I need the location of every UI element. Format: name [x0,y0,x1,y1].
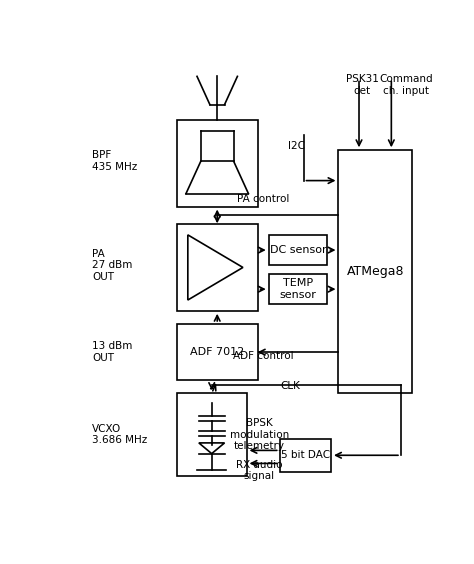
Text: BPF
435 MHz: BPF 435 MHz [92,150,137,172]
Text: I2C: I2C [288,141,305,151]
Bar [269,235,328,265]
Bar [269,274,328,305]
Text: BPSK
modulation
telemetry: BPSK modulation telemetry [230,418,289,451]
Bar [280,439,331,472]
Text: Command
ch. input: Command ch. input [380,74,433,96]
Text: PA control: PA control [237,195,289,205]
Bar [177,394,246,476]
Bar [338,150,412,394]
Text: RX audio
signal: RX audio signal [236,460,283,482]
Text: CLK: CLK [281,381,301,391]
Bar [177,224,258,311]
Bar [177,120,258,206]
Text: 13 dBm
OUT: 13 dBm OUT [92,341,133,363]
Text: VCXO
3.686 MHz: VCXO 3.686 MHz [92,424,147,446]
Text: ATMega8: ATMega8 [346,265,404,278]
Text: PA
27 dBm
OUT: PA 27 dBm OUT [92,249,133,282]
Bar [177,324,258,380]
Text: PSK31
det: PSK31 det [346,74,379,96]
Text: ADF 7012: ADF 7012 [190,347,244,357]
Text: TEMP
sensor: TEMP sensor [280,279,317,300]
Text: 5 bit DAC: 5 bit DAC [281,450,330,460]
Text: ADF control: ADF control [233,351,293,361]
Text: DC sensor: DC sensor [270,245,326,255]
